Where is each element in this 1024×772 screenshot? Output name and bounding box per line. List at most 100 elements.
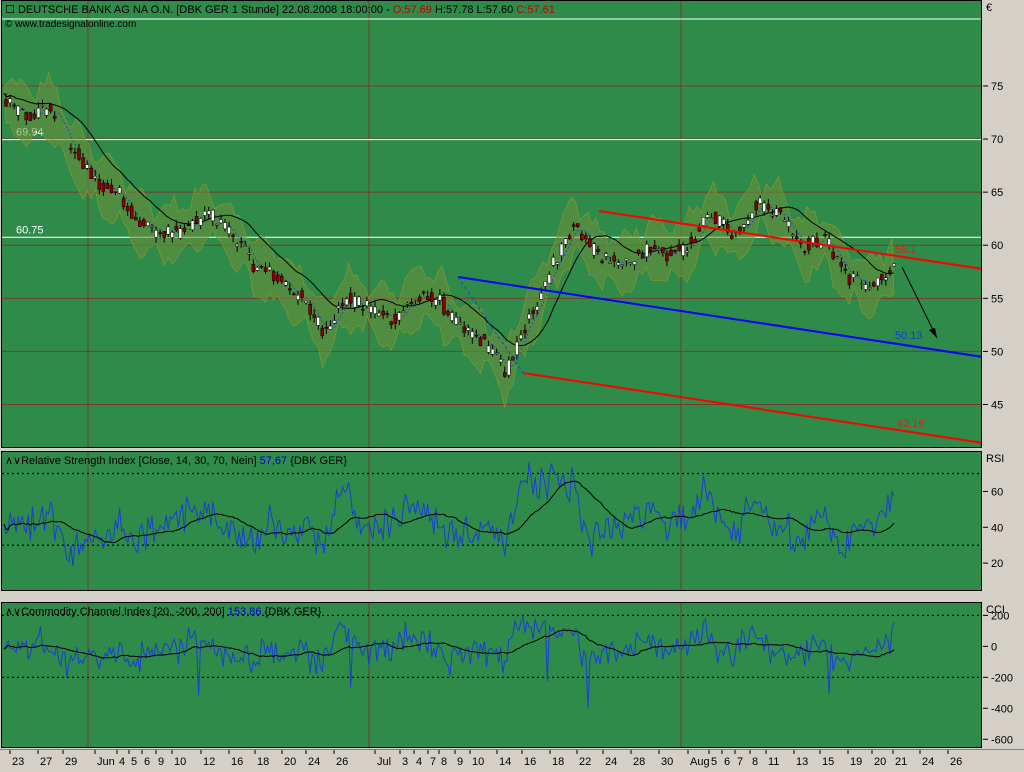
candle-body — [36, 107, 41, 118]
candle-body — [721, 219, 726, 225]
candle-body — [32, 113, 37, 119]
candle-body — [284, 281, 288, 286]
indicator-icon[interactable]: ∧∨ — [5, 606, 22, 618]
candle-body — [361, 308, 365, 311]
close-value: C:57.61 — [516, 4, 555, 16]
candle-body — [494, 352, 499, 355]
candle-body — [571, 224, 576, 227]
candle-body — [202, 211, 207, 216]
candle-body — [580, 233, 584, 241]
candle-body — [255, 266, 260, 271]
candle-body — [316, 316, 320, 326]
cci-axis-svg: -600 -400 -200 0 200 — [983, 610, 1013, 746]
source-credit: © www.tradesignalonline.com — [5, 19, 137, 30]
channel-value-label: 42.16 — [897, 418, 925, 430]
candle-body — [657, 249, 661, 251]
candle-body — [24, 112, 29, 121]
candle-body — [462, 326, 466, 333]
candle-body — [685, 250, 689, 253]
time-axis-label: 7 — [430, 756, 436, 768]
candle-body — [774, 208, 779, 216]
candle-body — [604, 253, 608, 257]
candle-body — [434, 299, 438, 306]
rsi-title: Relative Strength Index [Close, 14, 30, … — [21, 455, 257, 467]
candle-body — [782, 219, 787, 222]
rsi-axis-label: 20 — [991, 558, 1003, 570]
candle-body — [381, 310, 385, 316]
candle-body — [498, 359, 503, 363]
time-axis-label: 5 — [711, 756, 717, 768]
instrument-name: DEUTSCHE BANK AG NA O.N. [DBK GER 1 Stun… — [17, 4, 279, 16]
candle-body — [636, 249, 641, 254]
cci-average-line — [3, 629, 895, 659]
candle-body — [709, 217, 714, 219]
cci-pane[interactable]: ∧∨Commodity Channel Index [20, -200, 200… — [1, 602, 982, 748]
candle-body — [300, 290, 304, 298]
candle-body — [661, 247, 665, 254]
rsi-axis-label: 40 — [991, 522, 1003, 534]
candle-body — [170, 232, 175, 238]
candle-body — [750, 212, 754, 219]
rsi-pane[interactable]: ∧∨Relative Strength Index [Close, 14, 30… — [1, 451, 982, 591]
candle-body — [243, 245, 248, 247]
candle-body — [705, 214, 710, 218]
candle-body — [815, 237, 819, 247]
forecast-arrow-line — [901, 266, 938, 339]
candle-body — [596, 249, 600, 252]
candle-body — [40, 105, 45, 107]
candle-body — [393, 314, 398, 324]
candle-body — [271, 271, 276, 281]
candle-body — [227, 226, 231, 234]
candle-body — [563, 238, 568, 245]
candle-body — [4, 99, 8, 107]
time-axis-label: 29 — [65, 756, 77, 768]
candle-body — [405, 303, 410, 305]
candle-body — [247, 252, 252, 255]
rsi-symbol: {DBK GER} — [290, 455, 348, 467]
cci-symbol: {DBK GER} — [264, 606, 322, 618]
candle-body — [559, 243, 564, 256]
candle-body — [154, 229, 158, 238]
candle-body — [754, 201, 758, 211]
candle-body — [758, 197, 762, 204]
rsi-average-line — [3, 480, 895, 544]
time-axis-label: 8 — [441, 756, 447, 768]
rsi-axis: 20 40 60 RSI — [983, 451, 1024, 591]
forecast-arrow-head — [929, 328, 937, 338]
channel-upper-line — [598, 210, 981, 270]
time-axis-label: 24 — [605, 756, 617, 768]
candle-body — [616, 262, 621, 266]
candle-body — [413, 299, 418, 301]
candle-body — [279, 275, 284, 282]
candle-body — [8, 98, 12, 103]
time-axis-label: 16 — [231, 756, 243, 768]
candle-body — [215, 223, 219, 226]
rsi-axis-title: RSI — [986, 453, 1005, 465]
candle-body — [867, 287, 872, 290]
candle-body — [166, 226, 170, 235]
candle-body — [790, 234, 795, 236]
candle-body — [624, 258, 629, 261]
candle-body — [239, 240, 243, 243]
candle-body — [876, 277, 880, 286]
indicator-icon[interactable]: ∧∨ — [5, 455, 22, 467]
candle-body — [194, 216, 199, 223]
channel-value-label: 58.1 — [895, 244, 916, 256]
candle-body — [746, 219, 750, 225]
candle-body — [442, 297, 446, 315]
candle-body — [397, 312, 402, 321]
candle-body — [369, 306, 373, 313]
candle-body — [198, 218, 203, 226]
time-axis-svg: 23 27 29 Jun 4 5 6 9 10 12 16 18 20 24 26 Jul 3 4 7 8 9 10 14 1… — [9, 750, 962, 768]
candle-body — [567, 235, 572, 240]
header-checkbox-icon[interactable]: ☐ — [5, 4, 15, 16]
candle-body — [766, 204, 771, 210]
candle-body — [275, 274, 280, 282]
time-axis: 23 27 29 Jun 4 5 6 9 10 12 16 18 20 24 26 Jul 3 4 7 8 9 10 14 1… — [0, 749, 1024, 769]
candle-body — [482, 334, 487, 340]
candle-body — [117, 187, 122, 194]
candle-body — [539, 292, 543, 300]
candle-body — [892, 263, 896, 267]
candle-body — [851, 273, 856, 278]
